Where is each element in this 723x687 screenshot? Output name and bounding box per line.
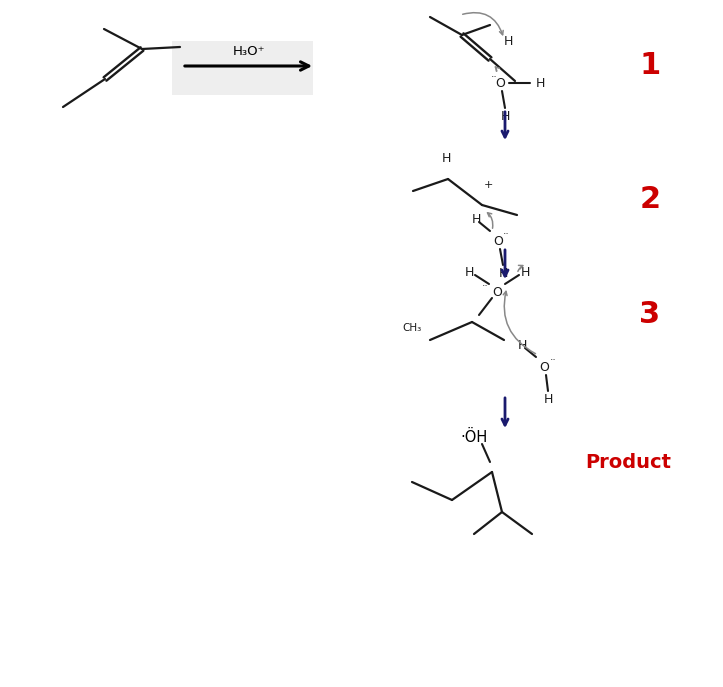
Text: H: H [441, 153, 450, 166]
Text: ··: ·· [482, 281, 488, 291]
Text: 2: 2 [639, 185, 661, 214]
Text: O: O [539, 361, 549, 374]
Text: ··: ·· [549, 355, 557, 365]
Text: O: O [492, 286, 502, 298]
Text: H: H [464, 265, 474, 278]
Text: CH₃: CH₃ [403, 323, 422, 333]
Text: H: H [471, 212, 481, 225]
Text: Product: Product [585, 453, 671, 471]
Text: 1: 1 [639, 51, 661, 80]
Text: ··: ·· [491, 72, 497, 82]
Text: O: O [495, 76, 505, 89]
Text: H: H [521, 265, 530, 278]
Text: H: H [518, 339, 526, 352]
Text: H: H [503, 34, 513, 47]
Text: O: O [493, 234, 503, 247]
Text: H: H [543, 392, 552, 405]
FancyBboxPatch shape [172, 41, 313, 95]
Text: 3: 3 [639, 300, 661, 328]
Text: ·ÖH: ·ÖH [461, 429, 487, 444]
Text: H: H [535, 76, 544, 89]
Text: ··: ·· [502, 229, 510, 239]
Text: H: H [500, 109, 510, 122]
Text: H₃O⁺: H₃O⁺ [233, 45, 265, 58]
Text: H: H [498, 267, 508, 280]
Text: +: + [483, 180, 492, 190]
